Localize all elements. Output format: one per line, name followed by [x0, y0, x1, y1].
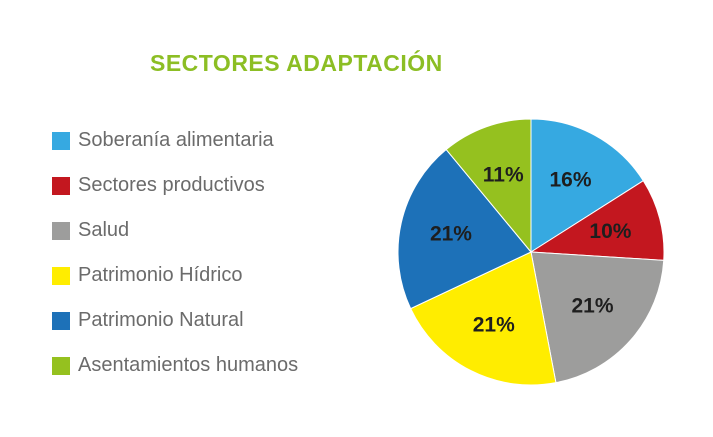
- slice-data-label: 21%: [430, 223, 472, 246]
- slice-data-label: 10%: [589, 220, 631, 243]
- legend-label: Soberanía alimentaria: [78, 129, 274, 151]
- legend-label: Patrimonio Natural: [78, 309, 244, 331]
- legend-swatch: [52, 176, 70, 195]
- legend-label: Patrimonio Hídrico: [78, 264, 243, 286]
- legend-swatch: [52, 266, 70, 285]
- slice-data-label: 21%: [473, 314, 515, 337]
- legend-item: Soberanía alimentaria: [52, 118, 298, 163]
- legend-label: Sectores productivos: [78, 174, 265, 196]
- legend: Soberanía alimentaria Sectores productiv…: [52, 118, 298, 388]
- slice-data-label: 11%: [483, 163, 524, 186]
- pie-slice: [397, 148, 532, 310]
- legend-swatch: [52, 311, 70, 330]
- legend-swatch: [52, 131, 70, 150]
- slice-data-label: 16%: [549, 169, 591, 192]
- pie-slice: [529, 180, 665, 261]
- pie-slice: [530, 251, 665, 384]
- pie-slice: [409, 251, 557, 386]
- legend-swatch: [52, 221, 70, 240]
- chart-title: SECTORES ADAPTACIÓN: [150, 50, 443, 76]
- legend-item: Patrimonio Natural: [52, 298, 298, 343]
- legend-swatch: [52, 356, 70, 375]
- legend-item: Patrimonio Hídrico: [52, 253, 298, 298]
- legend-label: Asentamientos humanos: [78, 354, 299, 376]
- pie-slice: [445, 118, 532, 254]
- legend-label: Salud: [78, 219, 130, 241]
- legend-item: Salud: [52, 208, 298, 253]
- slice-data-label: 21%: [571, 295, 613, 318]
- legend-item: Asentamientos humanos: [52, 343, 298, 388]
- pie-slice: [530, 118, 644, 253]
- legend-item: Sectores productivos: [52, 163, 298, 208]
